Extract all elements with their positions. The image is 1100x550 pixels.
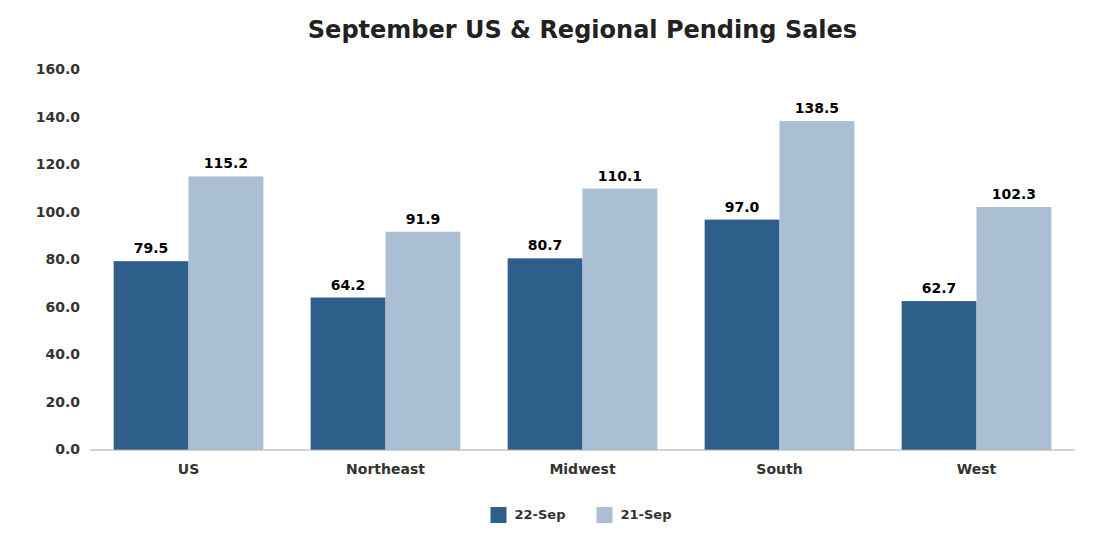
y-tick-label: 140.0 [36, 109, 81, 125]
y-tick-label: 0.0 [55, 441, 80, 457]
data-label: 138.5 [795, 100, 839, 116]
x-tick-label: US [178, 461, 199, 477]
y-tick-label: 120.0 [36, 156, 81, 172]
legend-swatch [597, 507, 613, 523]
bar [508, 258, 583, 450]
bar [189, 176, 264, 450]
y-tick-label: 40.0 [45, 346, 80, 362]
x-tick-label: West [957, 461, 997, 477]
bar [780, 121, 855, 450]
data-label: 110.1 [598, 168, 642, 184]
data-label: 80.7 [528, 237, 563, 253]
legend-swatch [491, 507, 507, 523]
data-label: 115.2 [204, 155, 248, 171]
data-label: 79.5 [134, 240, 169, 256]
bar [114, 261, 189, 450]
bar [977, 207, 1052, 450]
y-tick-label: 20.0 [45, 394, 80, 410]
bar [311, 298, 386, 450]
legend-label: 21-Sep [621, 507, 672, 522]
y-tick-label: 160.0 [36, 61, 81, 77]
data-label: 102.3 [992, 186, 1036, 202]
bar [386, 232, 461, 450]
bar [705, 220, 780, 450]
legend: 22-Sep 21-Sep [491, 507, 672, 524]
title: September US & Regional Pending Sales [308, 16, 857, 44]
bars [114, 121, 1052, 450]
chart: September US & Regional Pending Sales 0.0… [0, 0, 1100, 550]
x-tick-label: Northeast [346, 461, 425, 477]
y-axis: 0.0 20.0 40.0 60.0 80.0 100.0 120.0 140.0 160.0 [36, 61, 81, 457]
data-labels: 79.5 64.2 80.7 97.0 62.7 115.2 91.9 110.1 138.5 1… [134, 100, 1036, 296]
legend-label: 22-Sep [515, 507, 566, 522]
data-label: 64.2 [331, 277, 366, 293]
bar [902, 301, 977, 450]
y-tick-label: 100.0 [36, 204, 81, 220]
bar [583, 189, 658, 450]
data-label: 91.9 [406, 211, 441, 227]
x-tick-label: Midwest [549, 461, 616, 477]
x-axis-line [90, 450, 1075, 451]
x-tick-label: South [756, 461, 802, 477]
y-tick-label: 60.0 [45, 299, 80, 315]
x-axis: US Northeast Midwest South West [90, 450, 1075, 477]
data-label: 97.0 [725, 199, 760, 215]
data-label: 62.7 [922, 280, 957, 296]
y-tick-label: 80.0 [45, 251, 80, 267]
